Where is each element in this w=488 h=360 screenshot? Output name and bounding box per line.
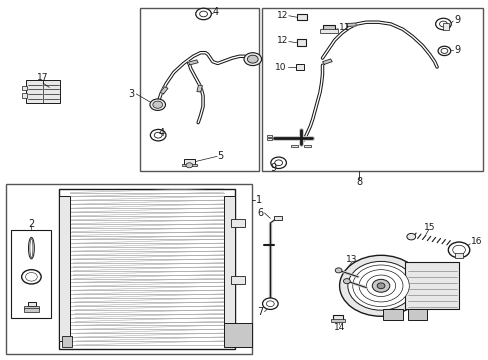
Bar	[59, 196, 70, 341]
Circle shape	[154, 132, 162, 138]
Bar	[319, 29, 337, 33]
Bar	[140, 8, 259, 171]
Circle shape	[437, 46, 450, 55]
Circle shape	[366, 275, 395, 297]
Text: 10: 10	[275, 63, 286, 72]
Bar	[407, 309, 427, 320]
Text: 4: 4	[212, 7, 218, 17]
Bar	[296, 14, 307, 21]
Bar	[24, 309, 39, 312]
Polygon shape	[322, 59, 331, 64]
Text: 8: 8	[355, 177, 362, 187]
Text: 9: 9	[453, 45, 459, 55]
Bar	[266, 138, 271, 140]
Bar	[295, 64, 304, 69]
Circle shape	[343, 279, 349, 284]
Bar	[182, 163, 196, 166]
Circle shape	[266, 301, 274, 307]
Bar	[261, 8, 483, 171]
Circle shape	[270, 157, 286, 168]
Circle shape	[244, 53, 261, 66]
Bar	[26, 80, 60, 103]
Ellipse shape	[28, 237, 34, 259]
Circle shape	[452, 245, 465, 255]
Text: 1: 1	[256, 195, 262, 205]
Text: 7: 7	[257, 307, 263, 316]
Text: 17: 17	[37, 73, 49, 82]
Bar	[330, 319, 344, 322]
Circle shape	[358, 270, 402, 302]
Bar	[442, 23, 448, 30]
Circle shape	[347, 261, 413, 310]
Circle shape	[371, 279, 389, 292]
Bar	[266, 135, 271, 137]
Circle shape	[376, 283, 384, 289]
Circle shape	[334, 268, 341, 273]
Text: 9: 9	[270, 163, 276, 173]
Circle shape	[339, 255, 422, 316]
Circle shape	[150, 130, 165, 141]
Circle shape	[439, 21, 447, 27]
Bar	[273, 216, 281, 220]
Circle shape	[25, 273, 37, 281]
Circle shape	[447, 242, 469, 258]
Bar	[230, 276, 245, 284]
Bar	[405, 262, 458, 309]
Bar	[59, 189, 234, 348]
Polygon shape	[160, 87, 167, 94]
Text: 13: 13	[346, 255, 357, 264]
Bar	[27, 302, 36, 306]
Circle shape	[440, 48, 447, 53]
Bar	[230, 219, 245, 226]
Bar	[24, 306, 39, 309]
Circle shape	[247, 55, 258, 63]
Bar	[5, 184, 251, 354]
Bar	[22, 93, 27, 98]
Text: 15: 15	[423, 223, 435, 232]
Text: 3: 3	[127, 89, 134, 99]
Circle shape	[150, 99, 165, 111]
Ellipse shape	[30, 239, 33, 257]
Bar	[224, 323, 252, 347]
Bar	[183, 159, 194, 165]
Circle shape	[435, 18, 450, 30]
Bar	[304, 145, 311, 147]
Bar	[332, 315, 342, 320]
Circle shape	[195, 8, 211, 20]
Text: 4: 4	[158, 129, 164, 138]
Text: 16: 16	[470, 237, 482, 246]
Circle shape	[185, 163, 192, 168]
Circle shape	[262, 298, 278, 310]
Bar	[11, 230, 51, 318]
Circle shape	[153, 101, 162, 108]
Polygon shape	[197, 85, 202, 92]
Text: 14: 14	[333, 323, 345, 332]
Polygon shape	[188, 60, 198, 65]
Text: 12: 12	[276, 10, 287, 19]
Bar	[383, 309, 402, 320]
Text: 5: 5	[217, 151, 223, 161]
Circle shape	[406, 233, 415, 240]
Text: 9: 9	[453, 15, 459, 26]
Polygon shape	[346, 23, 356, 26]
Text: 6: 6	[257, 208, 263, 218]
Circle shape	[21, 270, 41, 284]
Circle shape	[274, 160, 282, 166]
Bar	[290, 145, 297, 147]
Circle shape	[352, 265, 408, 307]
Bar	[454, 253, 463, 258]
Circle shape	[199, 11, 207, 17]
Bar	[322, 25, 334, 32]
Text: 11: 11	[338, 23, 350, 32]
Bar	[296, 40, 306, 45]
Bar	[22, 86, 27, 90]
Text: 2: 2	[28, 219, 35, 229]
Text: 12: 12	[276, 36, 287, 45]
Bar	[224, 196, 234, 341]
Bar	[61, 336, 72, 347]
